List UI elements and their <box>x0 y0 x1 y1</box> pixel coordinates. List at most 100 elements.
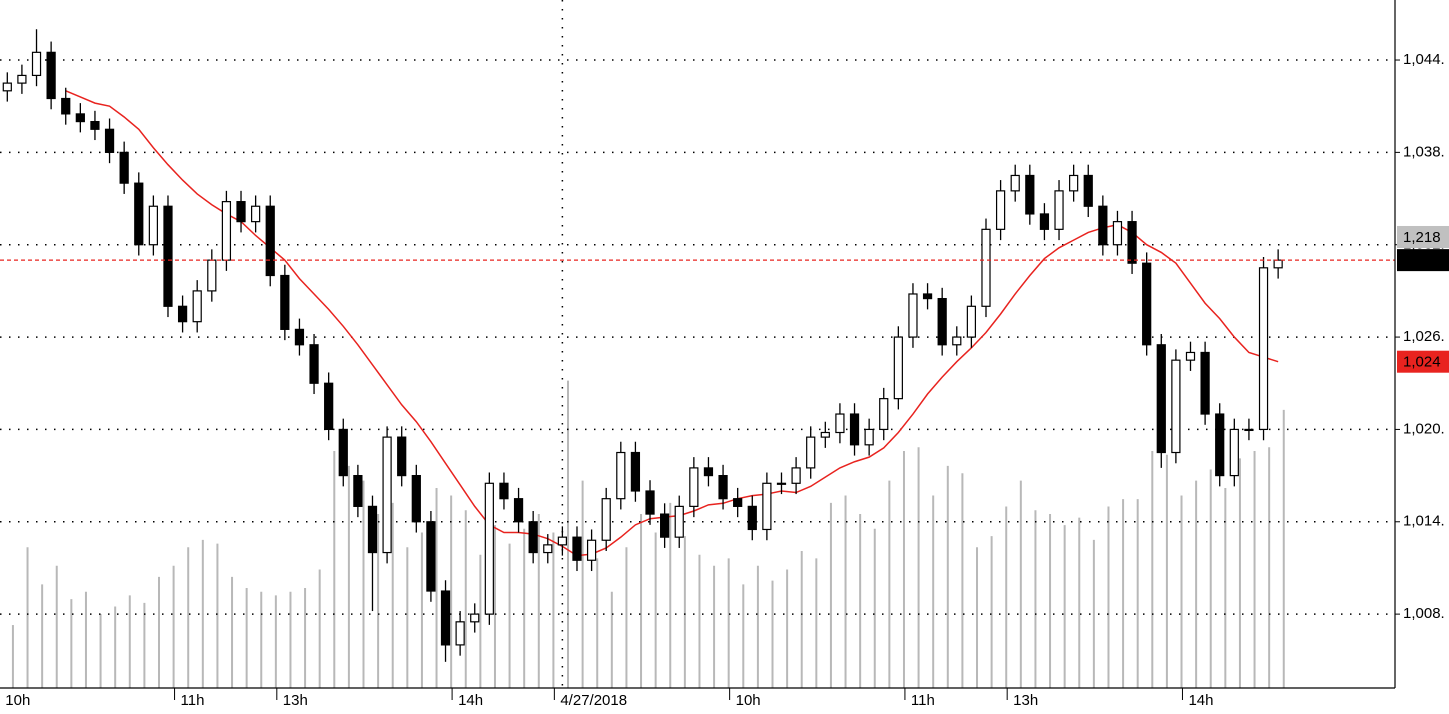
candle-body <box>703 467 714 477</box>
candle-body <box>645 490 655 515</box>
candle-body <box>1054 190 1064 230</box>
candle-body <box>543 544 553 554</box>
candle-body <box>1039 213 1050 230</box>
candle-body <box>177 305 188 323</box>
candle-body <box>104 128 115 153</box>
candle-body <box>382 436 392 554</box>
candle-body <box>484 482 494 615</box>
x-tick-label: 13h <box>1013 692 1038 709</box>
candle-body <box>849 413 860 446</box>
candle-body <box>718 474 728 500</box>
candle-body <box>572 536 582 561</box>
candle-body <box>864 428 874 446</box>
candle-body <box>61 97 71 115</box>
candle-body <box>324 382 334 431</box>
candle-body <box>207 259 217 292</box>
candle-body <box>499 482 509 500</box>
candle-body <box>1112 221 1123 246</box>
candle-body <box>31 51 42 77</box>
candle-body <box>251 205 261 223</box>
candle-body <box>1244 428 1254 432</box>
candle-body <box>806 436 816 469</box>
x-tick-label: 10h <box>5 692 30 709</box>
y-tick-label: 1,038. <box>1403 143 1445 160</box>
candle-body <box>820 431 830 438</box>
candle-body <box>1215 413 1225 477</box>
candle-body <box>46 51 56 100</box>
candle-body <box>1098 205 1108 246</box>
candle-body <box>1069 174 1079 192</box>
candle-body <box>148 205 158 246</box>
candle-body <box>908 293 918 338</box>
candle-body <box>922 293 933 300</box>
candle-body <box>981 228 991 307</box>
candle-body <box>995 190 1006 230</box>
candle-body <box>411 474 421 523</box>
candle-body <box>397 436 407 477</box>
candle-body <box>221 201 232 261</box>
candle-body <box>1083 174 1093 207</box>
candle-body <box>294 328 305 346</box>
candle-body <box>966 305 977 338</box>
candle-body <box>17 74 27 84</box>
candle-body <box>616 451 626 500</box>
candle-body <box>1127 221 1137 264</box>
x-tick-label: 13h <box>283 692 308 709</box>
candle-body <box>1156 344 1166 454</box>
candle-body <box>134 182 144 246</box>
moving-average-label-box <box>1397 350 1449 373</box>
last-price-label: 1,031 <box>1403 252 1441 269</box>
candle-body <box>367 505 378 554</box>
volume-marker: 1,218 <box>1403 229 1441 246</box>
candle-body <box>513 498 524 523</box>
candle-body <box>2 82 12 92</box>
candle-body <box>937 297 947 346</box>
candle-body <box>879 398 889 431</box>
candle-body <box>1185 351 1196 361</box>
y-tick-label: 1,044. <box>1403 51 1445 68</box>
candle-body <box>762 482 772 531</box>
candle-body <box>119 151 129 184</box>
candle-body <box>1258 267 1269 431</box>
candle-body <box>528 521 538 554</box>
candle-body <box>265 205 275 277</box>
candle-body <box>1025 174 1035 215</box>
candle-body <box>1229 428 1239 477</box>
candle-body <box>192 290 202 323</box>
candle-body <box>75 113 85 123</box>
y-tick-label: 1,026. <box>1403 328 1445 345</box>
candle-body <box>660 513 670 538</box>
candle-body <box>776 482 787 485</box>
candle-body <box>470 613 480 623</box>
candle-body <box>163 205 173 307</box>
candle-body <box>630 451 641 492</box>
candle-body <box>1171 359 1181 454</box>
candle-body <box>353 474 363 507</box>
candle-body <box>747 505 757 531</box>
y-tick-label: 1,008. <box>1403 605 1445 622</box>
x-tick-label: 11h <box>181 692 205 709</box>
y-tick-label: 1,014. <box>1403 513 1445 530</box>
candle-body <box>674 505 684 538</box>
candle-body <box>309 344 319 384</box>
candle-body <box>893 336 903 400</box>
candle-body <box>1273 259 1283 269</box>
last-price-label-box <box>1397 249 1449 272</box>
candle-body <box>601 498 611 541</box>
candle-body <box>733 498 743 507</box>
candle-body <box>455 621 465 646</box>
candle-body <box>791 467 801 484</box>
candle-body <box>586 539 597 561</box>
x-tick-label: 14h <box>458 692 483 709</box>
moving-average-label: 1,024 <box>1403 354 1441 371</box>
candle-body <box>952 336 962 346</box>
candle-body <box>90 120 100 130</box>
x-tick-label: 14h <box>1188 692 1213 709</box>
candle-body <box>426 521 436 592</box>
candle-body <box>1200 351 1210 415</box>
candle-body <box>689 467 699 507</box>
candle-body <box>280 274 290 330</box>
x-tick-label: 11h <box>911 692 935 709</box>
